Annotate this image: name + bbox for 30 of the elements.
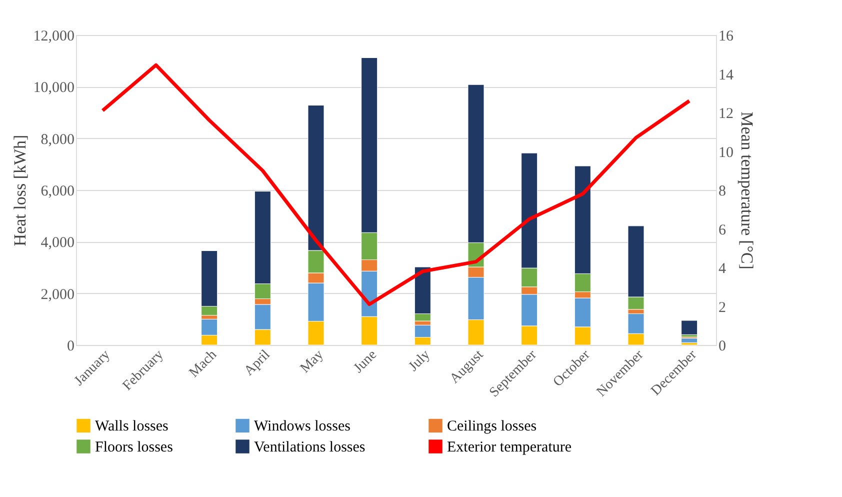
y2-axis-title: Mean temperature [°C] <box>738 112 756 270</box>
legend-label: Walls losses <box>95 418 169 435</box>
y2-tick-label: 6 <box>718 222 726 238</box>
y2-tick-label: 8 <box>718 184 726 200</box>
y-tick-label: 10,000 <box>33 80 74 96</box>
y2-tick-label: 4 <box>718 261 726 277</box>
x-tick-label: June <box>351 348 380 376</box>
legend-label: Windows losses <box>254 418 351 435</box>
y2-tick-label: 12 <box>718 106 734 122</box>
y2-tick-label: 16 <box>718 28 734 44</box>
bar <box>681 320 698 335</box>
line-series <box>100 63 692 306</box>
y2-tick-label: 0 <box>718 338 726 354</box>
legend-label: Floors losses <box>95 440 174 456</box>
y-tick-label: 8,000 <box>40 132 74 148</box>
y-tick-label: 12,000 <box>33 28 74 44</box>
y-tick-label: 0 <box>67 338 74 354</box>
y-tick-label: 4,000 <box>40 235 74 252</box>
legend-label: Ventilations losses <box>254 440 366 456</box>
y2-tick-label: 14 <box>718 67 734 84</box>
x-tick-label: July <box>406 348 434 375</box>
y-axis-title: Heat loss [kWh] <box>10 134 30 246</box>
bar <box>681 338 698 343</box>
legend-label: Exterior temperature <box>447 440 572 456</box>
y2-tick-label: 10 <box>718 144 734 161</box>
y-tick-label: 6,000 <box>40 184 74 200</box>
y-tick-label: 2,000 <box>40 286 74 303</box>
x-tick-label: May <box>298 348 327 376</box>
y2-tick-label: 2 <box>718 300 726 316</box>
legend-label: Ceilings losses <box>447 418 537 435</box>
